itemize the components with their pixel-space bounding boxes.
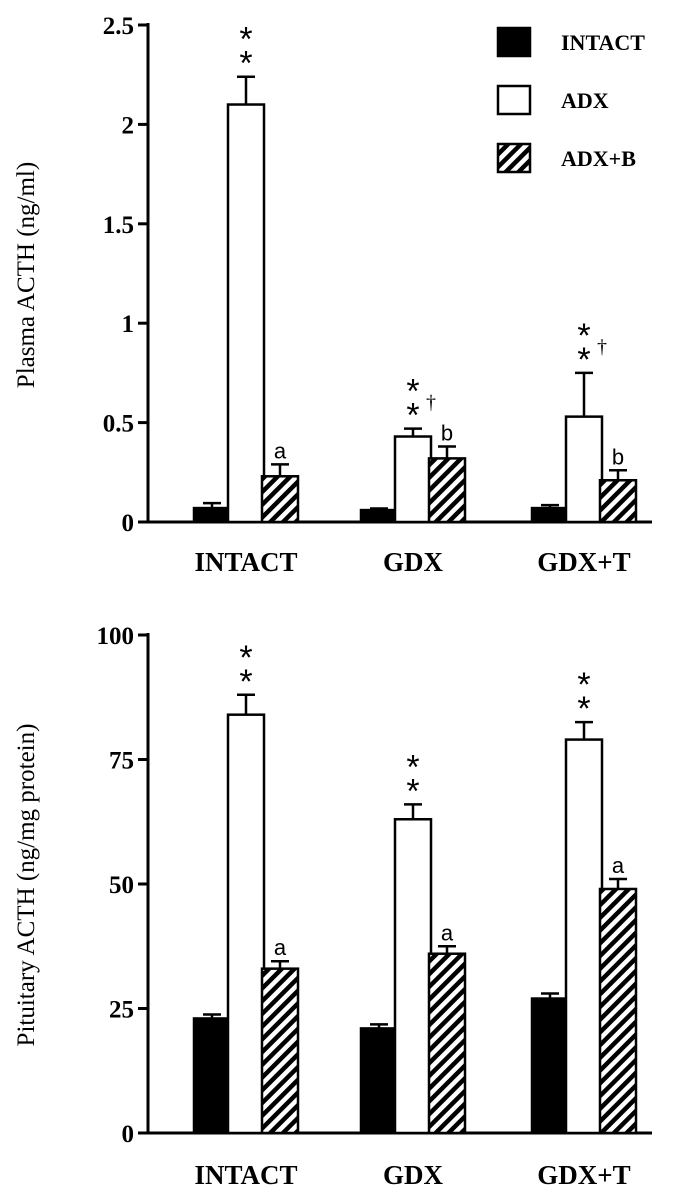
category-label: INTACT (194, 547, 297, 577)
asterisk-mark: * (577, 690, 590, 728)
category-label: GDX+T (537, 1160, 630, 1190)
asterisk-mark: * (577, 666, 590, 704)
significance-annotation: a (274, 438, 287, 463)
bar-intact (359, 1027, 399, 1135)
category-label: GDX (383, 547, 444, 577)
asterisk-mark: * (406, 772, 419, 810)
y-tick-label: 0 (122, 510, 135, 537)
bar-adx-plus-b (260, 967, 300, 1135)
bar-intact (530, 506, 570, 524)
bar-intact (359, 508, 399, 524)
y-tick-label: 2.5 (103, 13, 134, 40)
bar-adx-plus-b (260, 475, 300, 524)
legend-label: ADX+B (561, 146, 636, 171)
significance-annotation: a (441, 920, 454, 945)
y-tick-label: 1.5 (103, 212, 134, 239)
bar-intact (192, 1017, 232, 1135)
y-tick-label: 50 (109, 872, 134, 899)
y-tick-label: 25 (109, 997, 134, 1024)
dagger-mark: † (597, 336, 607, 358)
legend-swatch-intact (496, 26, 532, 58)
significance-annotation: b (441, 420, 453, 445)
bar-adx (226, 713, 266, 1135)
y-tick-label: 1 (122, 311, 135, 338)
y-tick-label: 100 (97, 623, 135, 650)
asterisk-mark: * (239, 639, 252, 677)
asterisk-mark: * (406, 748, 419, 786)
category-label: GDX+T (537, 547, 630, 577)
bar-adx (226, 103, 266, 524)
category-label: GDX (383, 1160, 444, 1190)
significance-annotation: b (612, 444, 624, 469)
y-axis-title: Plasma ACTH (ng/ml) (13, 162, 40, 388)
bar-adx-plus-b (598, 887, 638, 1135)
bar-adx (564, 738, 604, 1135)
bar-adx (393, 435, 433, 524)
bar-adx-plus-b (598, 479, 638, 524)
bar-intact (530, 997, 570, 1135)
y-tick-label: 75 (109, 748, 134, 775)
bar-adx-plus-b (427, 457, 467, 524)
asterisk-mark: * (239, 45, 252, 83)
y-tick-label: 0.5 (103, 411, 134, 438)
legend-swatch-adx-plus-b (496, 142, 532, 174)
asterisk-mark: * (239, 21, 252, 59)
asterisk-mark: * (406, 397, 419, 435)
bar-adx (564, 415, 604, 524)
asterisk-mark: * (406, 373, 419, 411)
category-label: INTACT (194, 1160, 297, 1190)
asterisk-mark: * (577, 317, 590, 355)
y-tick-label: 2 (122, 112, 135, 139)
bar-intact (192, 506, 232, 524)
y-axis-title: Pituitary ACTH (ng/mg protein) (13, 724, 40, 1047)
legend-label: ADX (561, 88, 609, 113)
legend-swatch-adx (496, 84, 532, 116)
legend-label: INTACT (561, 30, 645, 55)
bar-adx-plus-b (427, 952, 467, 1135)
y-tick-label: 0 (122, 1121, 135, 1148)
asterisk-mark: * (577, 341, 590, 379)
dagger-mark: † (426, 392, 436, 414)
significance-annotation: a (274, 935, 287, 960)
significance-annotation: a (612, 853, 625, 878)
bar-adx (393, 818, 433, 1135)
asterisk-mark: * (239, 663, 252, 701)
